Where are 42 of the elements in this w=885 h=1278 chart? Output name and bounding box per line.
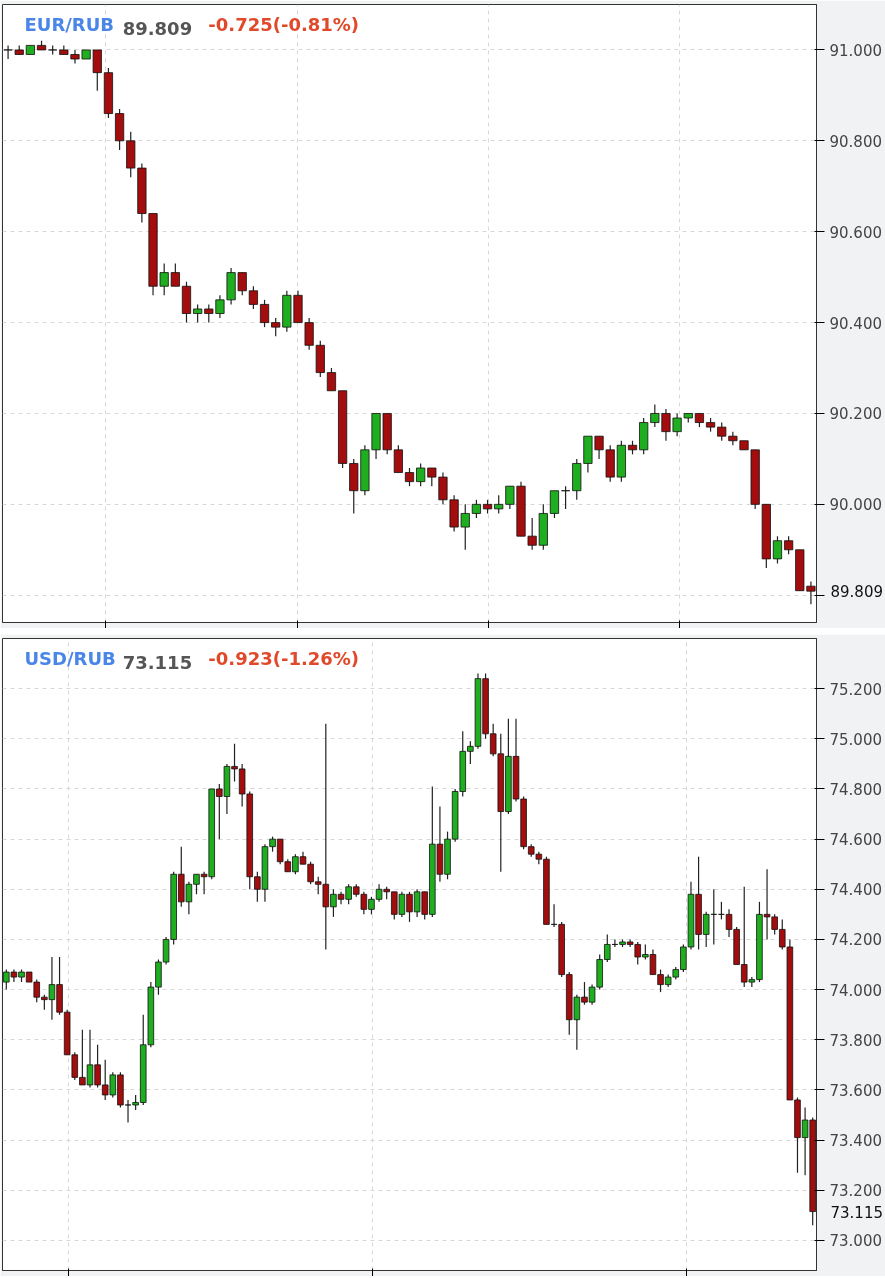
y-tick-label: 74.200 bbox=[829, 931, 882, 950]
candlestick bbox=[549, 490, 560, 519]
y-tick-label: 74.400 bbox=[829, 881, 882, 900]
candlestick bbox=[427, 467, 437, 487]
y-tick-label: 73.400 bbox=[829, 1132, 882, 1151]
y-tick-label: 91.000 bbox=[829, 41, 882, 60]
candlestick bbox=[438, 471, 448, 505]
candlestick bbox=[772, 535, 783, 565]
y-tick-label: 73.600 bbox=[829, 1081, 882, 1100]
candlestick bbox=[717, 421, 727, 442]
text: 73.115 bbox=[830, 1203, 883, 1222]
candlestick bbox=[326, 367, 337, 392]
candlestick bbox=[193, 303, 203, 324]
y-tick-label: 74.800 bbox=[829, 780, 882, 799]
y-tick-label: 73.000 bbox=[829, 1232, 882, 1251]
text: EUR/RUB bbox=[24, 13, 115, 35]
candlestick bbox=[3, 44, 13, 60]
annotation: -0.923(-1.26%) bbox=[208, 647, 360, 669]
candlestick bbox=[170, 262, 180, 287]
candlestick bbox=[784, 535, 794, 555]
y-tick-label: 73.800 bbox=[829, 1031, 882, 1050]
y-tick-label: 73.200 bbox=[829, 1182, 882, 1201]
text: USD/RUB bbox=[24, 647, 116, 669]
candlestick bbox=[259, 299, 270, 328]
y-tick-label: 90.800 bbox=[829, 132, 882, 151]
text: 89.809 bbox=[122, 17, 193, 39]
y-tick-label: 90.200 bbox=[829, 405, 882, 424]
text: 89.809 bbox=[830, 583, 883, 602]
candlestick bbox=[248, 285, 258, 310]
candlestick bbox=[471, 499, 481, 519]
candlestick bbox=[393, 444, 403, 474]
y-tick-label: 75.000 bbox=[829, 730, 882, 749]
text: 73.115 bbox=[122, 651, 193, 673]
y-tick-label: 90.600 bbox=[829, 223, 882, 242]
candlestick bbox=[416, 462, 426, 487]
annotation: -0.725(-0.81%) bbox=[208, 13, 360, 35]
y-tick-label: 75.200 bbox=[829, 680, 882, 699]
candlestick bbox=[404, 467, 415, 487]
y-tick-label: 90.400 bbox=[829, 314, 882, 333]
y-tick-label: 74.000 bbox=[829, 981, 882, 1000]
y-tick-label: 74.600 bbox=[829, 831, 882, 850]
y-tick-label: 90.000 bbox=[829, 496, 882, 515]
